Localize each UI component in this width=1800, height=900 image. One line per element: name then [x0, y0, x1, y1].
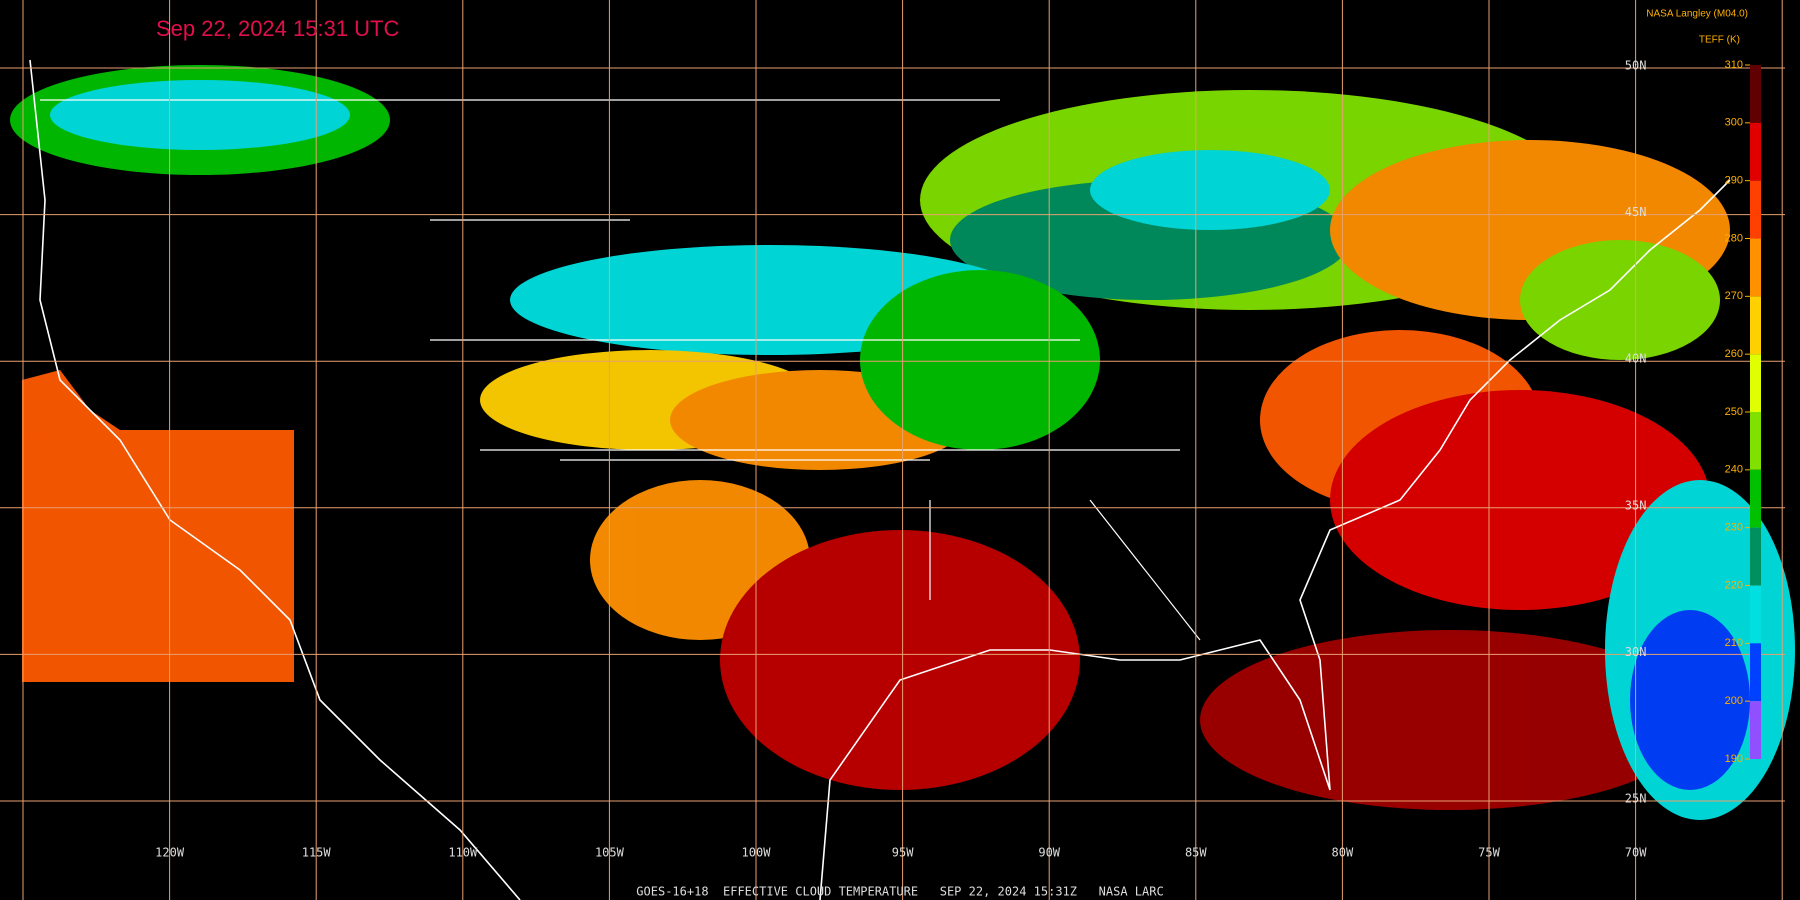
colorbar-segment: [1750, 180, 1761, 239]
colorbar-tick-label: 310: [1725, 59, 1743, 71]
colorbar-segment: [1750, 585, 1761, 644]
lon-label: 85W: [1185, 846, 1207, 860]
state-borders: [40, 99, 1201, 641]
cloud-field: [10, 65, 1795, 820]
lat-label: 35N: [1625, 498, 1647, 512]
colorbar-tick-label: 280: [1725, 232, 1743, 244]
lat-label: 25N: [1625, 792, 1647, 806]
cloud: [22, 370, 120, 440]
lat-label: 40N: [1625, 352, 1647, 366]
colorbar-tick-label: 240: [1725, 464, 1743, 476]
lat-label: 30N: [1625, 645, 1647, 659]
colorbar-tick-label: 250: [1725, 406, 1743, 418]
lon-label: 120W: [155, 846, 185, 860]
colorbar-segment: [1750, 238, 1761, 297]
colorbar: 310 300 290 280 270 260 250 240 230 220 210 200 190: [1725, 59, 1761, 765]
colorbar-segment: [1750, 412, 1761, 470]
colorbar-segment: [1750, 354, 1761, 412]
lon-label: 75W: [1478, 846, 1500, 860]
coastlines: [29, 59, 1731, 900]
colorbar-label: TEFF (K): [1699, 35, 1740, 46]
source-label: NASA Langley (M04.0): [1646, 9, 1748, 20]
lon-label: 100W: [742, 846, 772, 860]
east-coast: [819, 179, 1731, 900]
cloud: [720, 530, 1080, 790]
colorbar-segment: [1750, 296, 1761, 355]
colorbar-segment: [1750, 65, 1761, 123]
cloud: [860, 270, 1100, 450]
colorbar-tick-label: 200: [1725, 695, 1743, 707]
colorbar-segment: [1750, 469, 1761, 528]
west-coast: [29, 59, 521, 900]
colorbar-tick-label: 210: [1725, 637, 1743, 649]
colorbar-tick-label: 300: [1725, 117, 1743, 129]
ocean-stratus: [22, 430, 294, 682]
colorbar-tick-label: 190: [1725, 753, 1743, 765]
lat-label: 50N: [1625, 59, 1647, 73]
lon-label: 95W: [892, 846, 914, 860]
cloud: [50, 80, 350, 150]
lon-label: 115W: [302, 846, 332, 860]
timestamp: Sep 22, 2024 15:31 UTC: [156, 16, 399, 41]
cloud: [1630, 610, 1750, 790]
colorbar-segment: [1750, 643, 1761, 702]
lon-label: 105W: [595, 846, 625, 860]
colorbar-tick-label: 230: [1725, 522, 1743, 534]
cloud: [1330, 390, 1710, 610]
colorbar-tick-label: 270: [1725, 290, 1743, 302]
colorbar-tick-label: 290: [1725, 175, 1743, 187]
colorbar-segment: [1750, 122, 1761, 181]
footer: GOES-16+18 EFFECTIVE CLOUD TEMPERATURE S…: [636, 885, 1163, 899]
colorbar-tick-label: 260: [1725, 348, 1743, 360]
lon-label: 80W: [1332, 846, 1354, 860]
colorbar-segment: [1750, 527, 1761, 586]
colorbar-segment: [1750, 701, 1761, 759]
lon-label: 110W: [448, 846, 478, 860]
lon-label: 70W: [1625, 846, 1647, 860]
cloud: [1090, 150, 1330, 230]
cloud: [1520, 240, 1720, 360]
lon-label: 90W: [1038, 846, 1060, 860]
lat-label: 45N: [1625, 205, 1647, 219]
colorbar-tick-label: 220: [1725, 579, 1743, 591]
cloud: [1200, 630, 1700, 810]
